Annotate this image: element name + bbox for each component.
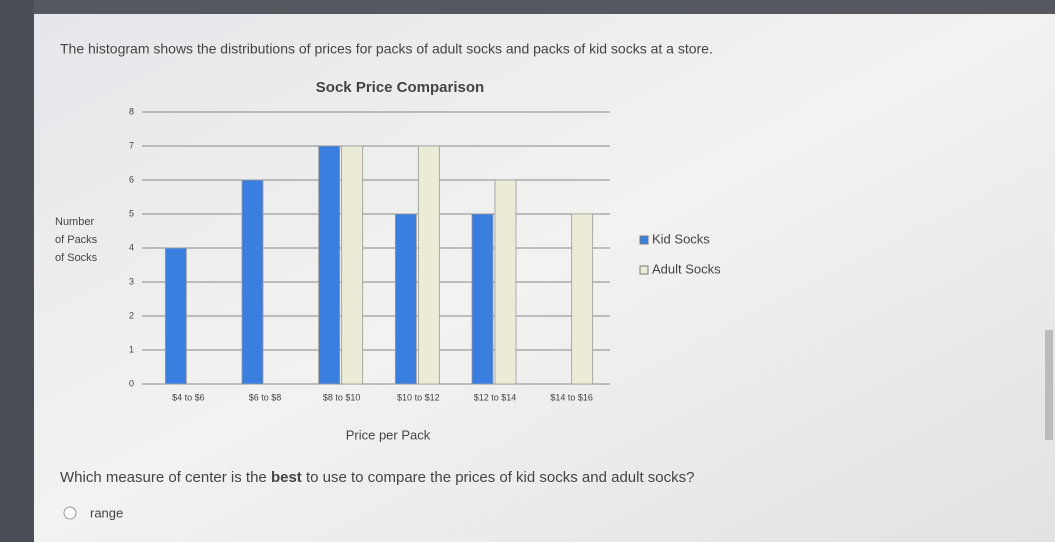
option-radio[interactable] xyxy=(63,506,77,520)
scrollbar[interactable] xyxy=(1045,330,1053,440)
question-part: to use to compare the prices of kid sock… xyxy=(302,469,695,486)
bar xyxy=(471,213,494,385)
bar xyxy=(164,247,187,385)
y-tick-label: 8 xyxy=(129,106,134,116)
question-emphasis: best xyxy=(271,469,302,486)
y-axis-label: of Socks xyxy=(55,252,98,264)
x-tick-label: $10 to $12 xyxy=(397,392,440,402)
top-bar xyxy=(0,0,1055,14)
question-part: Which measure of center is the xyxy=(60,469,271,486)
legend-label: Adult Socks xyxy=(652,261,721,276)
bar xyxy=(241,179,264,385)
bar xyxy=(417,145,440,385)
legend-label: Kid Socks xyxy=(652,231,710,246)
x-axis-label: Price per Pack xyxy=(346,427,431,442)
option-label[interactable]: range xyxy=(90,505,123,520)
legend-swatch xyxy=(639,235,649,245)
x-tick-label: $6 to $8 xyxy=(249,392,282,402)
bar xyxy=(318,145,341,385)
side-bar xyxy=(0,0,34,542)
x-tick-label: $14 to $16 xyxy=(550,392,593,402)
chart-title: Sock Price Comparison xyxy=(316,79,484,96)
y-tick-label: 1 xyxy=(129,344,134,354)
x-tick-label: $12 to $14 xyxy=(474,392,517,402)
bar xyxy=(571,213,594,385)
x-tick-label: $8 to $10 xyxy=(323,392,361,402)
y-tick-label: 5 xyxy=(129,208,134,218)
y-tick-label: 7 xyxy=(129,140,134,150)
legend-swatch xyxy=(639,265,649,275)
y-axis-label: Number xyxy=(55,216,94,228)
bar xyxy=(494,179,517,385)
y-tick-label: 0 xyxy=(129,378,134,388)
y-axis-label: of Packs xyxy=(55,234,98,246)
y-tick-label: 4 xyxy=(129,242,134,252)
y-tick-label: 6 xyxy=(129,174,134,184)
question-text: Which measure of center is the best to u… xyxy=(60,469,694,486)
intro-text: The histogram shows the distributions of… xyxy=(60,41,713,57)
x-tick-label: $4 to $6 xyxy=(172,392,205,402)
bar xyxy=(394,213,417,385)
y-tick-label: 3 xyxy=(129,276,134,286)
y-tick-label: 2 xyxy=(129,310,134,320)
bar xyxy=(341,145,364,385)
